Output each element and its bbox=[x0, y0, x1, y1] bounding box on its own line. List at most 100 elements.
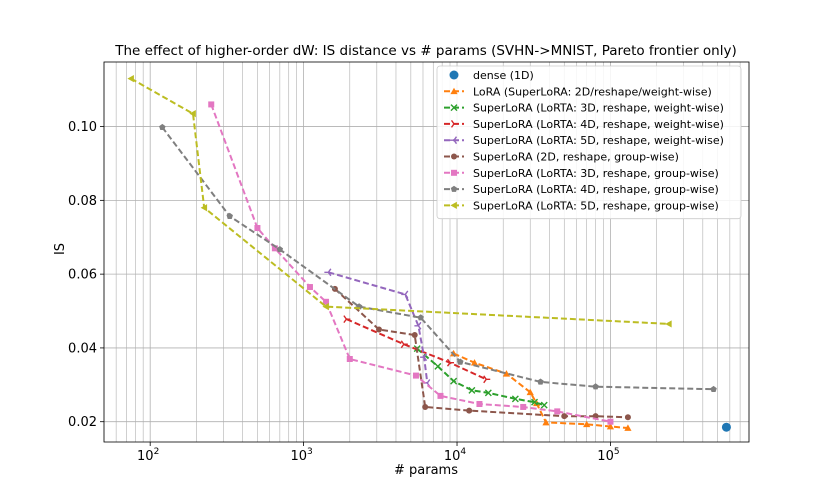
data-point bbox=[324, 268, 332, 277]
data-point bbox=[411, 332, 418, 339]
data-point bbox=[606, 422, 615, 430]
data-point bbox=[306, 284, 313, 291]
data-point bbox=[537, 378, 544, 385]
series-3 bbox=[343, 315, 491, 384]
data-point bbox=[466, 407, 473, 414]
legend-label: dense (1D) bbox=[473, 69, 534, 82]
data-point bbox=[159, 123, 166, 131]
data-point bbox=[412, 372, 419, 379]
data-point bbox=[520, 403, 527, 410]
legend-box bbox=[436, 65, 742, 220]
chart-title: The effect of higher-order dW: IS distan… bbox=[114, 43, 737, 59]
data-point bbox=[346, 355, 353, 362]
y-tick-label: 0.04 bbox=[68, 341, 97, 356]
y-axis-label: IS bbox=[53, 243, 68, 255]
data-point bbox=[343, 315, 351, 324]
data-point bbox=[526, 388, 534, 396]
legend-swatch-marker bbox=[450, 104, 458, 112]
data-point bbox=[422, 403, 429, 410]
data-point bbox=[420, 353, 428, 362]
legend-swatch-marker bbox=[450, 136, 458, 145]
legend-label: SuperLoRA (LoRTA: 5D, reshape, group-wis… bbox=[473, 199, 719, 212]
axis-ticks: 0.02 0.04 0.06 0.08 0.10 102 103 104 105 bbox=[68, 120, 620, 464]
data-point bbox=[470, 359, 479, 366]
x-tick-label: 105 bbox=[597, 447, 619, 464]
data-point bbox=[322, 303, 329, 311]
legend-item: SuperLoRA (LoRTA: 3D, reshape, group-wis… bbox=[444, 167, 719, 180]
series-5 bbox=[331, 285, 631, 421]
legend-label: SuperLoRA (LoRTA: 4D, reshape, weight-wi… bbox=[473, 118, 724, 131]
data-point bbox=[189, 110, 196, 118]
data-point bbox=[323, 298, 330, 305]
data-point bbox=[511, 395, 519, 403]
data-point bbox=[208, 101, 215, 108]
data-point bbox=[624, 424, 632, 431]
data-point bbox=[721, 422, 731, 432]
y-tick-label: 0.02 bbox=[68, 415, 97, 430]
legend-swatch-marker bbox=[450, 201, 457, 209]
x-tick-label: 103 bbox=[290, 447, 312, 464]
legend-label: SuperLoRA (LoRTA: 5D, reshape, weight-wi… bbox=[473, 134, 724, 147]
data-point bbox=[624, 414, 631, 421]
data-point bbox=[531, 398, 539, 406]
data-point bbox=[554, 408, 561, 415]
legend-item: SuperLoRA (2D, reshape, group-wise) bbox=[444, 151, 679, 164]
data-point bbox=[483, 375, 491, 384]
data-point bbox=[607, 418, 614, 425]
data-point bbox=[446, 358, 455, 367]
legend: dense (1D) LoRA (SuperLoRA: 2D/reshape/we… bbox=[436, 65, 742, 220]
series-7 bbox=[159, 123, 717, 392]
legend-item: SuperLoRA (LoRTA: 5D, reshape, group-wis… bbox=[444, 199, 719, 212]
data-point bbox=[665, 320, 672, 328]
y-tick-label: 0.06 bbox=[68, 268, 97, 283]
data-point bbox=[476, 401, 483, 407]
data-point bbox=[276, 246, 284, 253]
data-point bbox=[271, 245, 278, 252]
legend-item: LoRA (SuperLoRA: 2D/reshape/weight-wise) bbox=[444, 85, 712, 98]
legend-item: dense (1D) bbox=[449, 69, 534, 82]
data-point bbox=[710, 385, 717, 392]
data-point bbox=[484, 389, 492, 397]
legend-label: SuperLoRA (LoRTA: 4D, reshape, group-wis… bbox=[473, 183, 719, 196]
data-point bbox=[502, 370, 511, 377]
data-point bbox=[400, 340, 408, 349]
data-point bbox=[540, 401, 548, 409]
legend-swatch-marker bbox=[451, 153, 457, 160]
series-line bbox=[334, 288, 628, 419]
x-tick-label: 102 bbox=[137, 447, 159, 464]
data-point bbox=[542, 418, 550, 426]
legend-swatch-marker bbox=[449, 70, 459, 80]
data-point bbox=[414, 321, 422, 330]
data-point bbox=[457, 358, 464, 365]
y-tick-label: 0.10 bbox=[68, 120, 97, 135]
legend-swatch-marker bbox=[450, 185, 458, 192]
series-line bbox=[345, 318, 487, 381]
data-point bbox=[583, 420, 591, 428]
data-point bbox=[434, 362, 442, 370]
plot-frame bbox=[103, 61, 750, 443]
legend-swatch-marker bbox=[450, 119, 458, 128]
data-point bbox=[561, 413, 568, 420]
legend-label: SuperLoRA (2D, reshape, group-wise) bbox=[473, 151, 679, 164]
legend-item: SuperLoRA (LoRTA: 3D, reshape, weight-wi… bbox=[444, 102, 724, 115]
data-point bbox=[468, 386, 476, 394]
data-point bbox=[417, 314, 424, 321]
x-tick-label: 104 bbox=[444, 447, 467, 464]
legend-label: SuperLoRA (LoRTA: 3D, reshape, group-wis… bbox=[473, 167, 719, 180]
series-0 bbox=[721, 422, 731, 432]
data-point bbox=[375, 326, 382, 333]
legend-swatch-marker bbox=[450, 87, 458, 95]
data-point bbox=[401, 290, 409, 299]
legend-item: SuperLoRA (LoRTA: 4D, reshape, group-wis… bbox=[444, 183, 719, 196]
data-point bbox=[127, 75, 134, 83]
legend-item: SuperLoRA (LoRTA: 4D, reshape, weight-wi… bbox=[444, 118, 724, 131]
legend-item: SuperLoRA (LoRTA: 5D, reshape, weight-wi… bbox=[444, 134, 724, 147]
series-2 bbox=[413, 345, 548, 409]
series-8 bbox=[127, 75, 672, 328]
data-point bbox=[592, 383, 599, 390]
legend-label: LoRA (SuperLoRA: 2D/reshape/weight-wise) bbox=[473, 85, 712, 98]
data-point bbox=[254, 225, 261, 232]
y-tick-label: 0.08 bbox=[68, 194, 97, 209]
series-layer bbox=[127, 75, 731, 432]
